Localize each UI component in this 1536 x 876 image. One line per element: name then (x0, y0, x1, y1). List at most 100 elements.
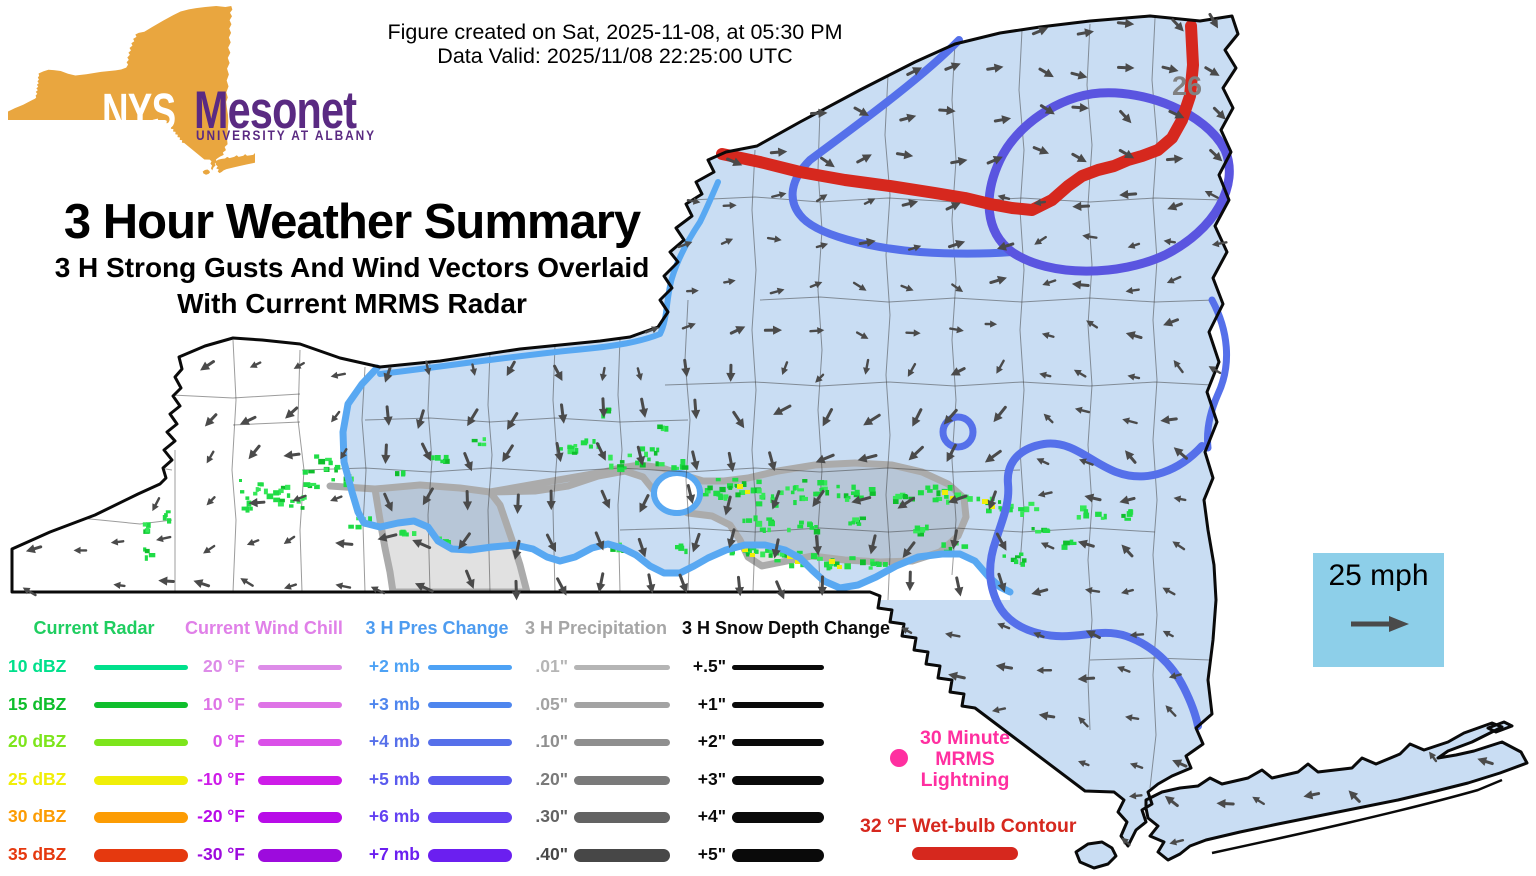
legend-line-swatch (94, 664, 188, 670)
lightning-text-line: 30 Minute (920, 727, 1010, 749)
legend-line-swatch (428, 811, 512, 823)
legend-line-swatch (258, 664, 342, 670)
legend-line-swatch (94, 848, 188, 862)
legend-row-windchill-4: -20 °F (185, 806, 342, 828)
legend-label: 10 °F (202, 694, 245, 714)
legend-label: +2" (697, 731, 726, 751)
legend-line-swatch (258, 738, 342, 746)
legend-row-pres-0: +2 mb (362, 656, 512, 678)
legend-line-swatch (258, 848, 342, 862)
valid-timestamp: Data Valid: 2025/11/08 22:25:00 UTC (437, 44, 793, 68)
legend-row-precip-0: .01" (524, 656, 670, 678)
wind-reference-arrow-icon (1351, 616, 1409, 632)
wind-reference-label: 25 mph (1328, 559, 1429, 592)
legend-label: -10 °F (197, 769, 245, 789)
legend-line-swatch (428, 702, 512, 708)
legend-row-pres-4: +6 mb (362, 806, 512, 828)
page-title: 3 Hour Weather Summary (63, 195, 641, 249)
logo-tagline: UNIVERSITY AT ALBANY (196, 128, 376, 143)
legend-header-precip: 3 H Precipitation (524, 618, 668, 638)
logo-mesonet-text: Mesonet (194, 81, 357, 140)
lightning-text-line: MRMS (935, 748, 995, 770)
legend-line-swatch (428, 664, 512, 670)
legend-row-radar-0: 10 dBZ (8, 656, 188, 678)
legend-row-radar-2: 20 dBZ (8, 731, 188, 753)
legend-label: +3" (697, 769, 726, 789)
legend-label: 20 dBZ (8, 731, 67, 751)
legend-row-precip-5: .40" (524, 844, 670, 866)
legend-header-windchill: Current Wind Chill (185, 618, 343, 638)
legend-label: +1" (697, 694, 726, 714)
legend-row-radar-3: 25 dBZ (8, 769, 188, 791)
legend-label: .20" (535, 769, 568, 789)
state-outline (10, 14, 1529, 870)
legend-row-windchill-1: 10 °F (185, 694, 342, 716)
legend-row-snow-2: +2" (682, 731, 824, 753)
legend-label: +3 mb (368, 694, 420, 714)
legend-line-swatch (574, 664, 670, 670)
legend-row-precip-3: .20" (524, 769, 670, 791)
legend-header-pres: 3 H Pres Change (365, 618, 509, 638)
legend-label: -20 °F (197, 806, 245, 826)
legend-row-snow-5: +5" (682, 844, 824, 866)
legend-line-swatch (574, 775, 670, 785)
created-timestamp: Figure created on Sat, 2025-11-08, at 05… (387, 20, 843, 44)
legend-row-radar-4: 30 dBZ (8, 806, 188, 828)
legend-row-snow-4: +4" (682, 806, 824, 828)
legend-row-precip-2: .10" (524, 731, 670, 753)
legend-line-swatch (258, 811, 342, 823)
legend-row-pres-1: +3 mb (362, 694, 512, 716)
page-subtitle-2: With Current MRMS Radar (177, 288, 527, 319)
legend-label: 20 °F (202, 656, 245, 676)
legend-label: .30" (535, 806, 568, 826)
legend-label: +5" (697, 844, 726, 864)
legend-line-swatch (732, 664, 824, 670)
legend-line-swatch (94, 811, 188, 823)
legend-row-precip-4: .30" (524, 806, 670, 828)
legend-line-swatch (732, 738, 824, 746)
legend-row-windchill-2: 0 °F (185, 731, 342, 753)
legend-label: 10 dBZ (8, 656, 67, 676)
map-unshaded-region (12, 300, 1010, 600)
gust-contours (339, 36, 1234, 730)
lightning-text-line: Lightning (920, 769, 1010, 791)
legend-label: 30 dBZ (8, 806, 67, 826)
legend-row-radar-1: 15 dBZ (8, 694, 188, 716)
legend-header-snow: 3 H Snow Depth Change (682, 618, 891, 638)
legend-row-pres-2: +4 mb (362, 731, 512, 753)
legend-row-windchill-3: -10 °F (185, 769, 342, 791)
legend-label: 25 dBZ (8, 769, 67, 789)
legend-row-snow-3: +3" (682, 769, 824, 791)
legend-label: +2 mb (368, 656, 420, 676)
logo-nys-text: NYS (102, 83, 176, 140)
legend-label: +6 mb (368, 806, 420, 826)
legend-line-swatch (94, 775, 188, 785)
legend-row-windchill-5: -30 °F (185, 844, 342, 866)
legend-line-swatch (574, 811, 670, 823)
wind-vectors (22, 12, 1494, 846)
legend-line-swatch (94, 738, 188, 746)
legend-label: .01" (535, 656, 568, 676)
legend-label: +4 mb (368, 731, 420, 751)
lightning-dot-icon (890, 749, 908, 767)
legend-line-swatch (94, 702, 188, 708)
legend-label: 15 dBZ (8, 694, 67, 714)
legend-label: +4" (697, 806, 726, 826)
legend-row-snow-0: +.5" (682, 656, 824, 678)
legend-line-swatch (574, 848, 670, 862)
legend-line-swatch (732, 702, 824, 708)
wetbulb-legend-label: 32 °F Wet-bulb Contour (860, 815, 1077, 837)
wind-reference-background (1313, 553, 1444, 667)
legend-line-swatch (428, 738, 512, 746)
legend-label: .40" (535, 844, 568, 864)
lightning-legend-label: 30 Minute MRMS Lightning (905, 728, 1025, 791)
wetbulb-legend-line (912, 847, 1018, 860)
legend-label: 0 °F (212, 731, 245, 751)
legend-line-swatch (258, 775, 342, 785)
legend-label: 35 dBZ (8, 844, 67, 864)
legend-header-radar: Current Radar (33, 618, 155, 638)
legend-row-pres-3: +5 mb (362, 769, 512, 791)
legend-line-swatch (732, 811, 824, 823)
legend-label: +7 mb (368, 844, 420, 864)
